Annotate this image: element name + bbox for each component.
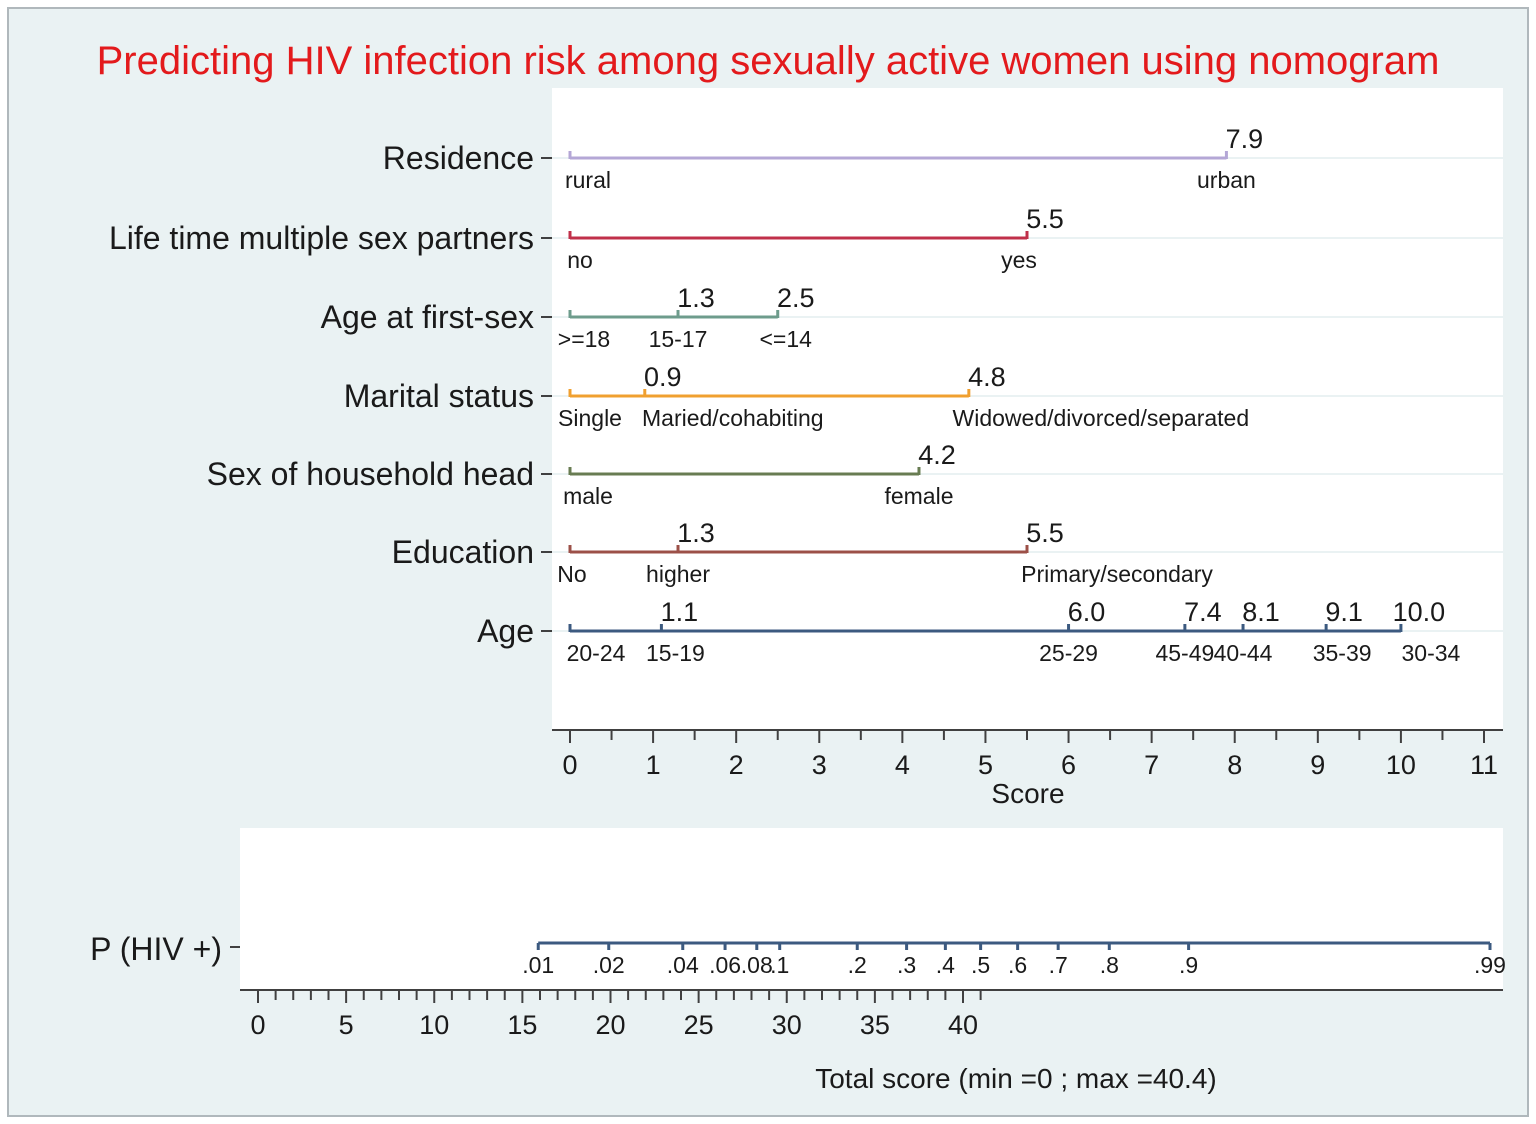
- score-tick-label: 7: [1144, 750, 1159, 780]
- level-score-label: 0.9: [644, 362, 682, 392]
- probability-label: P (HIV +): [90, 931, 222, 967]
- category-label: 15-19: [646, 640, 705, 666]
- total-tick-label: 40: [948, 1010, 978, 1040]
- row-age_first_sex: Age at first-sex >=18 15-17 1.3 <=14 2.5: [321, 283, 815, 352]
- category-label: 40-44: [1214, 640, 1273, 666]
- total-score-axis: 0 5 10 15 20 25 30 35 40: [240, 989, 1503, 1040]
- level-score-label: 4.2: [918, 440, 956, 470]
- probability-tick-label: .04: [667, 952, 699, 978]
- category-label: Primary/secondary: [1021, 561, 1213, 587]
- category-label: 30-34: [1401, 640, 1460, 666]
- total-tick-label: 30: [772, 1010, 802, 1040]
- probability-tick-label: .3: [897, 952, 916, 978]
- level-score-label: 5.5: [1026, 518, 1064, 548]
- score-tick-label: 9: [1310, 750, 1325, 780]
- category-label: 45-49: [1155, 640, 1214, 666]
- probability-tick-label: .01: [522, 952, 554, 978]
- score-tick-label: 3: [812, 750, 827, 780]
- probability-tick-label: .7: [1049, 952, 1068, 978]
- probability-tick-label: .4: [936, 952, 955, 978]
- probability-tick-label: .02: [593, 952, 625, 978]
- probability-tick-label: .99: [1474, 952, 1506, 978]
- level-score-label: 7.9: [1226, 124, 1264, 154]
- variable-label-age_first_sex: Age at first-sex: [321, 299, 534, 335]
- probability-tick-label: .08: [741, 952, 773, 978]
- predictor-rows: Residence rural urban 7.9 Life time multiple…: [109, 124, 1461, 666]
- probability-tick-label: .1: [770, 952, 789, 978]
- total-score-axis-label: Total score (min =0 ; max =40.4): [815, 1063, 1217, 1094]
- row-age: Age 20-24 15-19 1.1 25-29 6.0 45-49 7.4 40-44 8.1…: [477, 597, 1460, 666]
- score-tick-label: 5: [978, 750, 993, 780]
- level-score-label: 1.3: [677, 283, 715, 313]
- score-tick-label: 0: [562, 750, 577, 780]
- total-tick-label: 15: [507, 1010, 537, 1040]
- category-label: >=18: [558, 326, 610, 352]
- score-tick-label: 11: [1470, 750, 1498, 780]
- total-tick-label: 25: [684, 1010, 714, 1040]
- chart-title: Predicting HIV infection risk among sexu…: [97, 39, 1440, 83]
- level-score-label: 8.1: [1242, 597, 1280, 627]
- category-label: yes: [1001, 247, 1037, 273]
- variable-label-age: Age: [477, 613, 534, 649]
- category-label: Maried/cohabiting: [642, 405, 824, 431]
- category-label: Single: [558, 405, 622, 431]
- category-label: rural: [565, 167, 611, 193]
- category-label: no: [567, 247, 593, 273]
- category-label: male: [563, 483, 613, 509]
- category-label: <=14: [760, 326, 813, 352]
- total-tick-label: 5: [339, 1010, 354, 1040]
- level-score-label: 1.1: [661, 597, 699, 627]
- level-score-label: 5.5: [1026, 204, 1064, 234]
- probability-plot-area: [240, 828, 1503, 990]
- score-tick-label: 8: [1227, 750, 1242, 780]
- category-label: Widowed/divorced/separated: [953, 405, 1250, 431]
- score-tick-label: 1: [646, 750, 661, 780]
- category-label: urban: [1197, 167, 1256, 193]
- level-score-label: 9.1: [1325, 597, 1363, 627]
- score-axis: 0 1 2 3 4 5 6 7 8 9 10 11: [552, 729, 1503, 780]
- category-label: higher: [646, 561, 710, 587]
- variable-label-education: Education: [392, 534, 534, 570]
- category-label: No: [557, 561, 586, 587]
- level-score-label: 1.3: [677, 518, 715, 548]
- row-residence: Residence rural urban 7.9: [383, 124, 1263, 193]
- total-tick-label: 35: [860, 1010, 890, 1040]
- row-education: Education No higher 1.3 Primary/secondary 5.5: [392, 518, 1214, 587]
- category-label: female: [884, 483, 953, 509]
- level-score-label: 4.8: [968, 362, 1006, 392]
- probability-scale: P (HIV +) .01 .02 .04 .06.08.1 .2 .3 .4 .5 .6 .7 .8…: [90, 931, 1506, 978]
- row-marital: Marital status Single Maried/cohabiting 0.9…: [344, 362, 1249, 431]
- category-label: 25-29: [1039, 640, 1098, 666]
- variable-label-partners: Life time multiple sex partners: [109, 220, 534, 256]
- category-label: 15-17: [649, 326, 708, 352]
- score-tick-label: 6: [1061, 750, 1076, 780]
- probability-tick-label: .8: [1100, 952, 1119, 978]
- probability-tick-label: .06: [709, 952, 741, 978]
- level-score-label: 2.5: [777, 283, 815, 313]
- probability-tick-label: .5: [971, 952, 990, 978]
- category-label: 35-39: [1313, 640, 1372, 666]
- score-plot-area: [552, 88, 1503, 730]
- row-partners: Life time multiple sex partners no yes 5.5: [109, 204, 1064, 273]
- score-tick-label: 2: [729, 750, 744, 780]
- probability-tick-label: .6: [1008, 952, 1027, 978]
- row-household_head: Sex of household head male female 4.2: [207, 440, 956, 509]
- score-axis-label: Score: [991, 778, 1064, 809]
- probability-tick-label: .2: [848, 952, 867, 978]
- total-tick-label: 20: [595, 1010, 625, 1040]
- level-score-label: 7.4: [1184, 597, 1222, 627]
- score-tick-label: 4: [895, 750, 910, 780]
- level-score-label: 6.0: [1068, 597, 1106, 627]
- variable-label-household_head: Sex of household head: [207, 456, 534, 492]
- total-tick-label: 10: [419, 1010, 449, 1040]
- variable-label-marital: Marital status: [344, 378, 534, 414]
- level-score-label: 10.0: [1393, 597, 1446, 627]
- probability-tick-label: .9: [1179, 952, 1198, 978]
- score-tick-label: 10: [1386, 750, 1416, 780]
- variable-label-residence: Residence: [383, 140, 534, 176]
- total-tick-label: 0: [250, 1010, 265, 1040]
- category-label: 20-24: [567, 640, 626, 666]
